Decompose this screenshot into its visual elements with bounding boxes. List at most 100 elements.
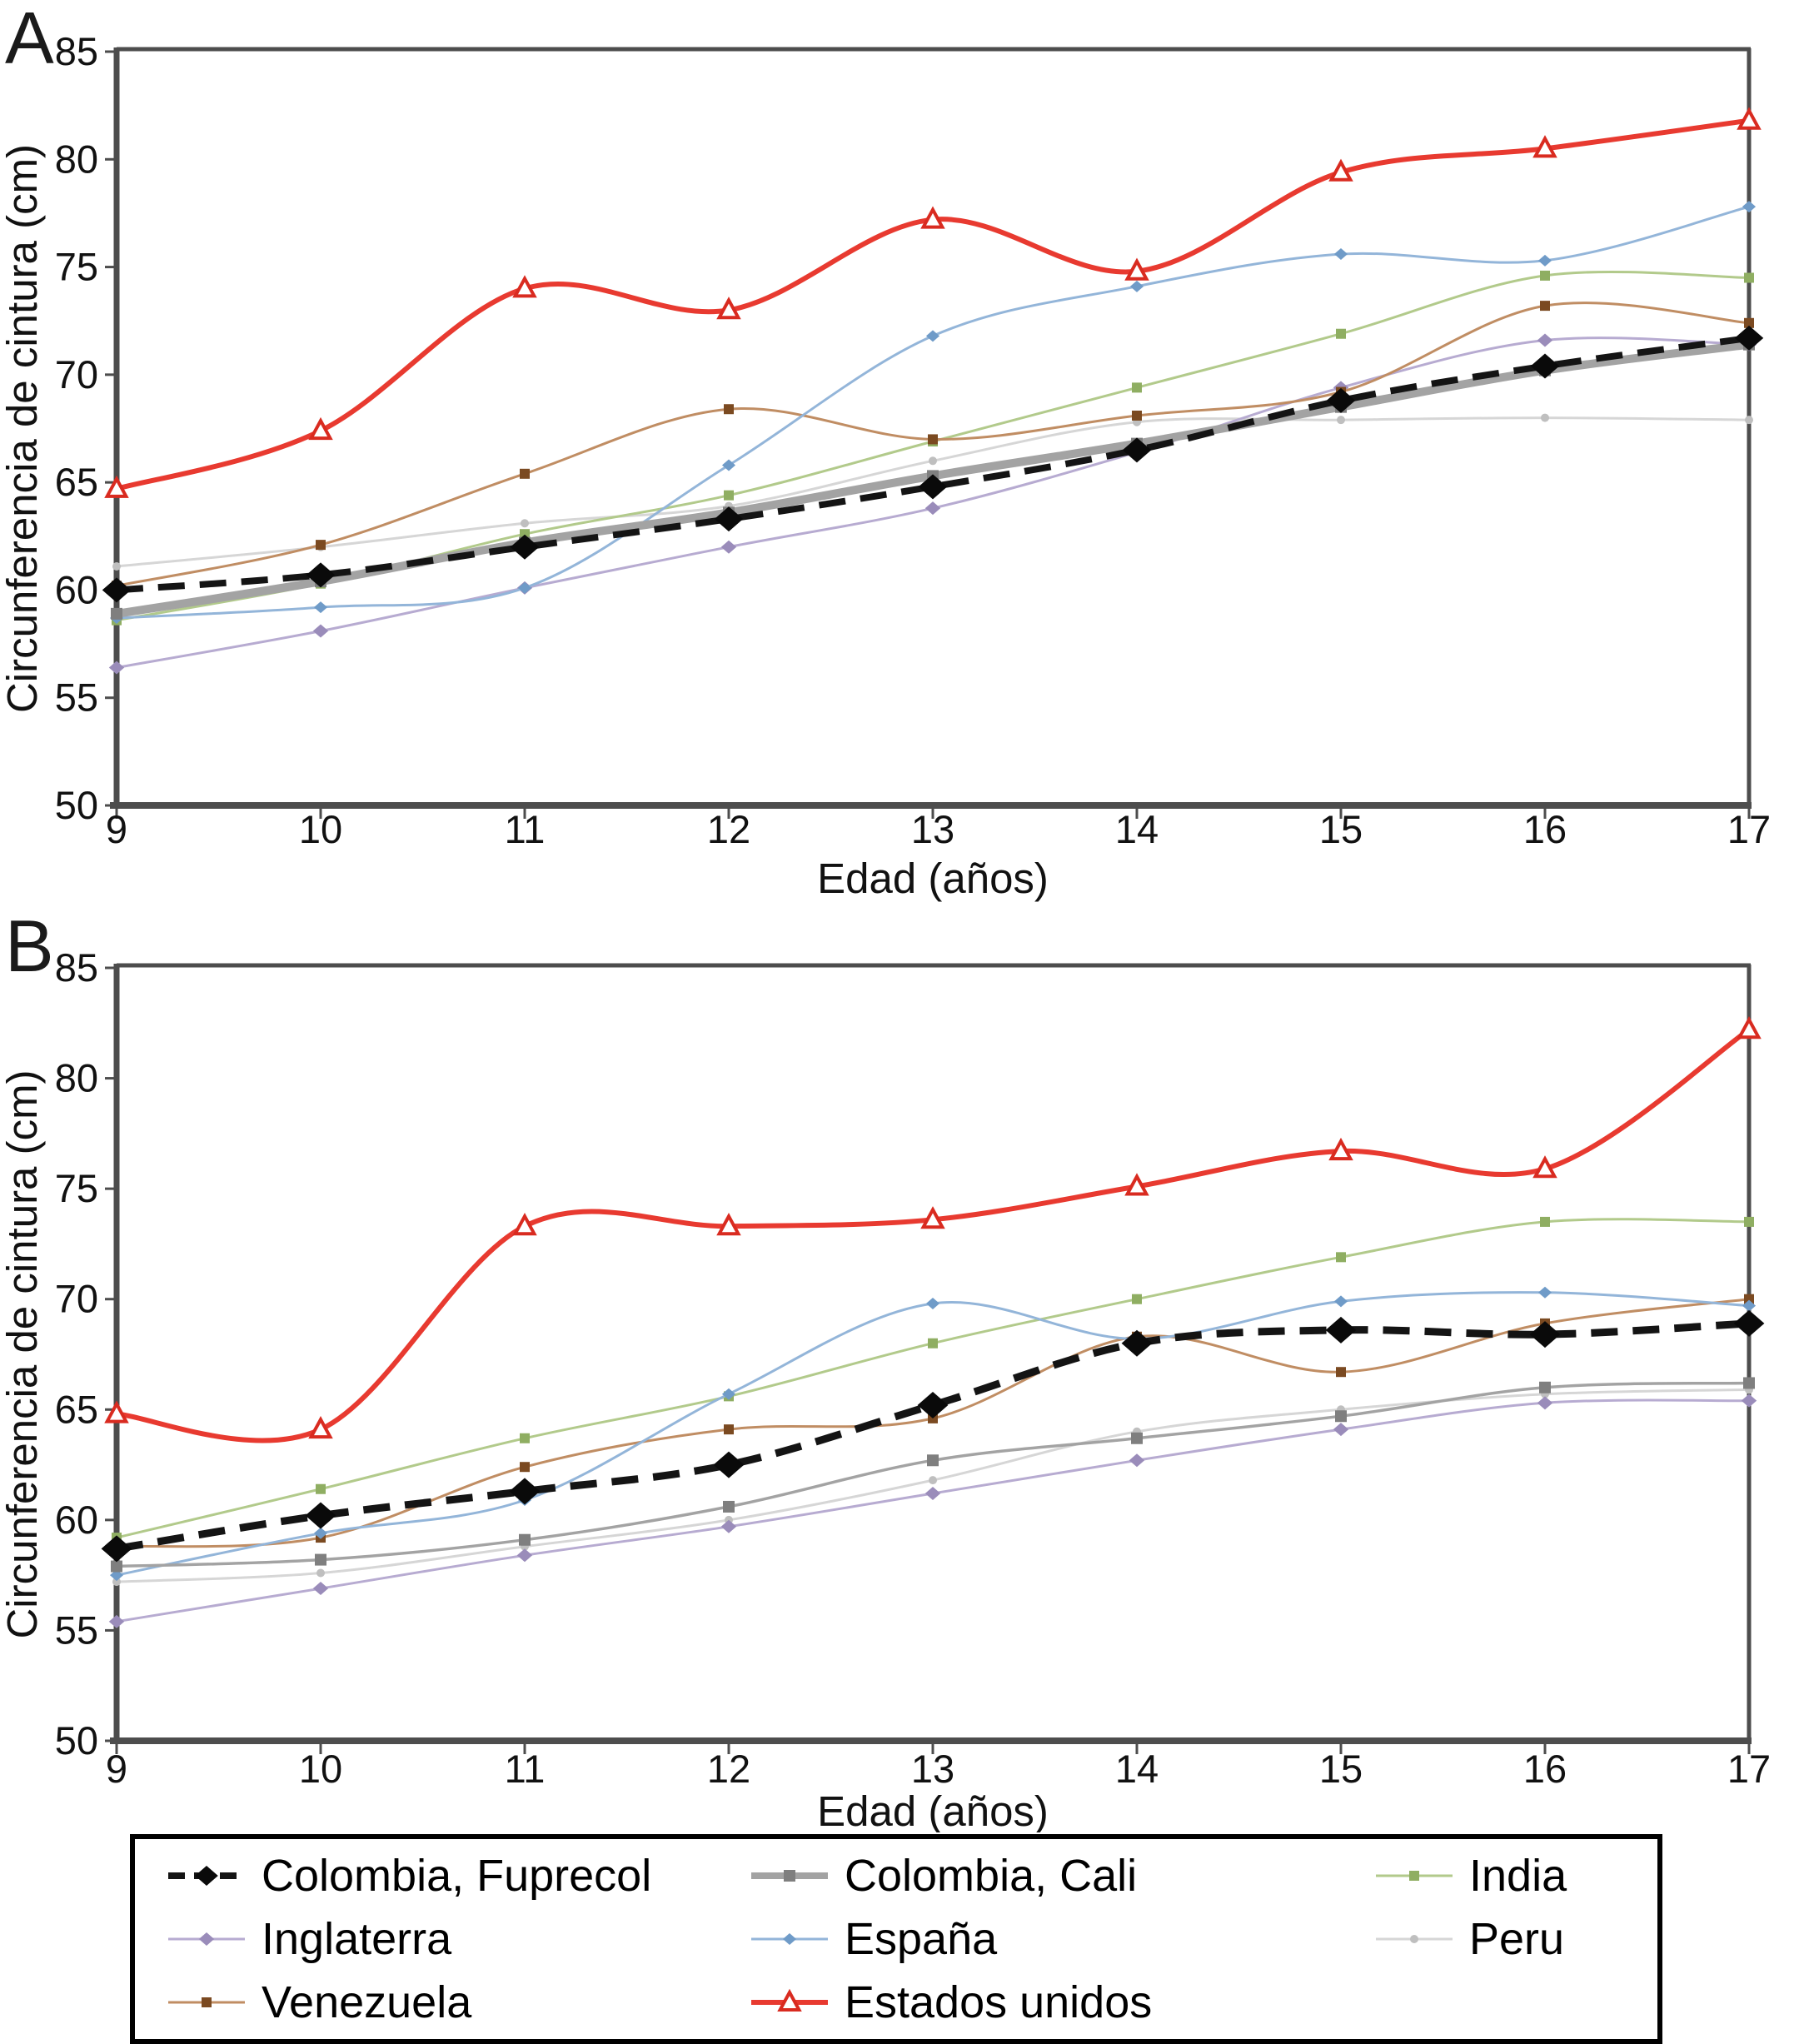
series-venezuela-marker [520,468,530,479]
legend-india-marker [1409,1871,1419,1881]
legend-swatch-colombia_cali [751,1870,828,1882]
legend-item-label: Inglaterra [262,1914,452,1964]
series-espana-marker [1129,280,1144,292]
series-colombia_fuprecol-marker [510,534,540,560]
series-estados_unidos-marker [716,297,741,320]
series-peru-marker [929,1476,937,1485]
series-inglaterra-marker [312,624,329,638]
series-inglaterra [108,1393,1757,1628]
y-axis-title: Circunferencia de cintura (cm) [0,1069,46,1638]
y-tick-label: 70 [55,1277,98,1321]
y-tick-label: 50 [55,1718,98,1762]
series-india-marker [1540,270,1550,281]
series-inglaterra-marker [108,661,125,675]
y-tick-label: 50 [55,783,98,827]
y-axis-title: Circunferencia de cintura (cm) [0,144,46,713]
series-colombia_fuprecol-marker [1529,1321,1561,1349]
series-india-marker [928,1338,938,1349]
series-colombia_fuprecol-marker [1734,325,1764,351]
series-line-espana [116,205,1750,620]
series-india-marker [1132,382,1142,393]
legend-item-label: Colombia, Fuprecol [262,1851,652,1901]
x-tick-label: 11 [505,1747,546,1791]
series-estados_unidos-marker [1124,1173,1149,1196]
series-colombia_cali-marker [519,1533,531,1546]
series-colombia_cali-marker [723,1500,735,1513]
series-colombia_cali-marker [1539,1381,1551,1393]
y-tick-label: 85 [55,945,98,990]
x-tick-label: 10 [299,807,342,851]
legend-swatch-colombia_fuprecol [168,1866,245,1886]
series-colombia_cali [111,1377,1755,1573]
panel-a-letter: A [5,0,54,79]
legend-colombia_cali-marker [784,1870,795,1882]
legend-swatch-venezuela [168,1997,245,2007]
series-inglaterra-marker [312,1582,329,1596]
legend-item-peru: Peru [1373,1908,1657,1970]
series-venezuela-marker [1336,1367,1346,1378]
chart-panel-b: 85 80 75 70 65 60 55 509 10 11 12 13 14 15 16 17 Edad (a… [0,945,1771,1832]
x-tick-label: 10 [299,1747,342,1791]
x-axis: 9 10 11 12 13 14 15 16 17 [106,807,1771,851]
series-venezuela [112,1294,1754,1552]
legend-item-colombia_cali: Colombia, Cali [748,1845,1373,1907]
legend-item-label: India [1469,1851,1567,1901]
y-tick-label: 75 [55,1166,98,1210]
panel-b-letter: B [5,905,54,987]
x-tick-label: 12 [707,1747,750,1791]
series-india-marker [520,529,530,540]
series-colombia_cali-marker [1743,1377,1755,1389]
series-estados_unidos-marker [104,475,129,498]
series-colombia_fuprecol-marker [918,474,948,500]
series-colombia_fuprecol-marker [1733,1309,1765,1337]
y-tick-label: 80 [55,1056,98,1100]
series-espana-marker [1742,1299,1757,1312]
x-tick-label: 9 [106,807,127,851]
series-venezuela-marker [724,404,734,415]
series-espana-marker [517,581,532,594]
series-line-colombia_fuprecol [116,1319,1750,1553]
series-colombia_fuprecol-marker [917,1391,949,1418]
series-espana-marker [925,1298,940,1310]
series-estados_unidos-marker [1737,107,1762,130]
series-colombia_fuprecol-marker [102,577,132,603]
legend-swatch-inglaterra [168,1932,245,1946]
legend-peru-marker [1410,1935,1418,1943]
series-india-marker [520,1433,530,1443]
x-axis: 9 10 11 12 13 14 15 16 17 [106,1744,1771,1791]
x-tick-label: 17 [1727,1747,1771,1791]
x-tick-label: 11 [505,807,546,851]
series-estados_unidos [104,107,1762,498]
series-espana-marker [925,330,940,342]
series-india-marker [724,490,734,501]
legend-item-inglaterra: Inglaterra [165,1908,748,1970]
series-venezuela-marker [1744,1294,1754,1304]
x-tick-label: 14 [1115,1747,1159,1791]
series-espana-marker [1333,248,1348,261]
series-india-marker [316,1483,326,1494]
series-estados_unidos-marker [512,275,537,298]
series-estados_unidos-marker [920,206,945,229]
y-tick-label: 55 [55,1608,98,1652]
y-tick-label: 65 [55,460,98,504]
series-colombia_fuprecol-marker [305,1502,336,1529]
x-tick-label: 12 [707,807,750,851]
series-peru-marker [1541,413,1549,422]
series-colombia_cali-marker [111,1560,122,1573]
x-tick-label: 17 [1727,807,1771,851]
series-peru-marker [1745,416,1753,425]
series-inglaterra-marker [1129,1453,1145,1468]
series-espana-marker [1537,254,1552,267]
series-inglaterra [108,333,1757,675]
series-line-inglaterra [116,1398,1750,1623]
series-inglaterra-marker [1537,1396,1553,1410]
x-tick-label: 14 [1115,807,1159,851]
series-colombia_cali-marker [1335,1410,1347,1423]
y-tick-label: 55 [55,676,98,720]
series-inglaterra-marker [924,1487,941,1501]
series-venezuela [112,301,1754,591]
series-inglaterra-marker [516,1548,533,1563]
series-espana-marker [1742,201,1757,213]
series-colombia_fuprecol-marker [714,506,744,532]
